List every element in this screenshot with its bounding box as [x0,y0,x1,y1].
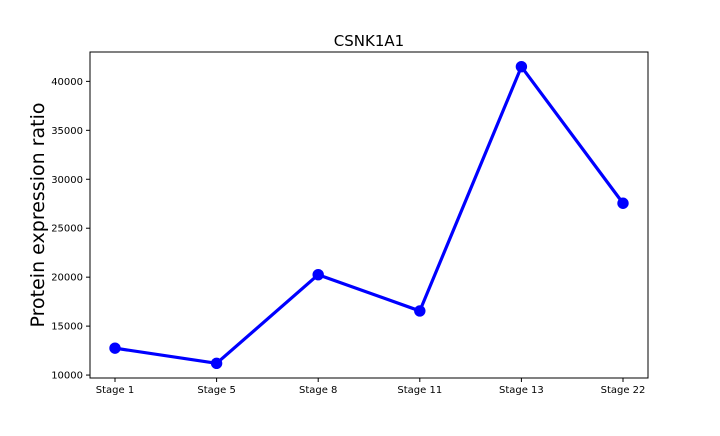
series-layer [109,60,629,370]
data-point [414,305,426,317]
y-tick-label: 30000 [51,175,83,186]
x-axis: Stage 1 Stage 5 Stage 8 Stage 11 Stage 13 Sta… [96,378,646,396]
y-tick-label: 40000 [51,77,83,88]
x-tick-label: Stage 22 [601,385,646,396]
series-line [113,65,625,365]
chart-title: CSNK1A1 [334,32,404,50]
y-tick-label: 25000 [51,224,83,235]
y-axis-title: Protein expression ratio [27,103,49,328]
x-tick-label: Stage 13 [499,385,544,396]
x-tick-label: Stage 1 [96,385,134,396]
data-point [312,269,324,281]
x-tick-label: Stage 8 [299,385,337,396]
data-point [210,357,223,370]
y-tick-label: 10000 [51,371,83,382]
x-tick-label: Stage 11 [397,385,442,396]
y-tick-label: 20000 [51,273,83,284]
plot-frame [89,51,649,379]
y-tick-label: 35000 [51,126,83,137]
x-tick-label: Stage 5 [197,385,235,396]
data-point [515,60,528,73]
y-tick-label: 15000 [51,322,83,333]
data-point [109,342,121,354]
data-point [617,197,629,209]
y-axis: 10000 15000 20000 25000 30000 35000 40000 [51,77,90,382]
